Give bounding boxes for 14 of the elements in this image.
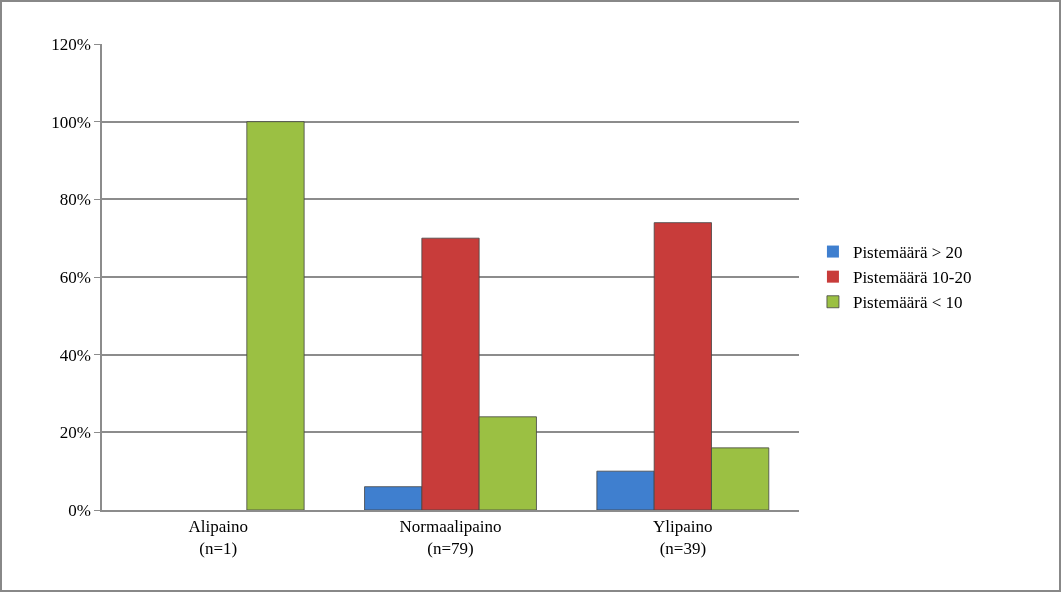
y-tick-label: 120%	[51, 34, 91, 54]
y-tick-label: 100%	[51, 112, 91, 132]
y-tick-label: 0%	[68, 500, 91, 520]
bar	[246, 121, 305, 510]
x-tick-label: Ylipaino (n=39)	[653, 517, 713, 559]
legend-label: Pistemäärä < 10	[852, 293, 963, 313]
y-tick-label: 20%	[59, 423, 91, 443]
legend-label: Pistemäärä 10-20	[852, 268, 972, 288]
x-tick-label: Alipaino (n=1)	[188, 517, 248, 559]
legend-label: Pistemäärä > 20	[852, 243, 963, 263]
x-tick-label: Normaalipaino (n=79)	[399, 517, 502, 559]
y-tick-label: 60%	[59, 267, 91, 287]
y-tick-label: 40%	[59, 345, 91, 365]
y-tick-label: 80%	[59, 190, 91, 210]
